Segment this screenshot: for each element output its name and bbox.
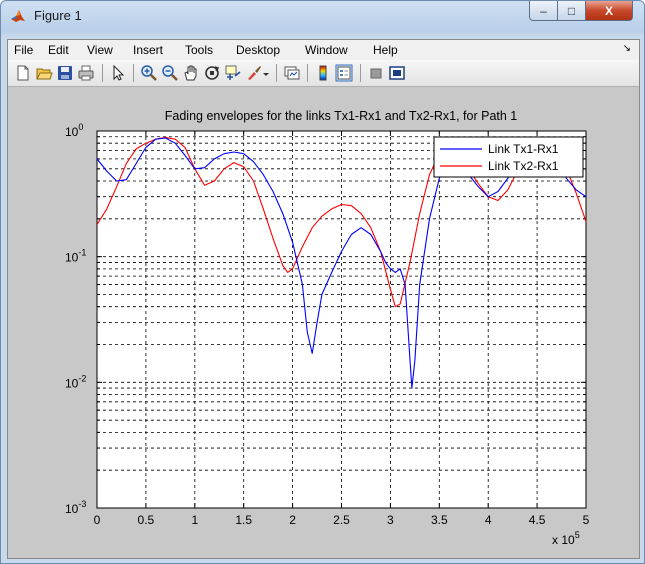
menu-desktop[interactable]: Desktop xyxy=(236,43,281,57)
chart-svg[interactable]: Fading envelopes for the links Tx1-Rx1 a… xyxy=(8,87,639,558)
pan-hand-icon[interactable] xyxy=(182,64,200,82)
toolbar-separator xyxy=(307,64,308,82)
colorbar-icon[interactable] xyxy=(314,64,332,82)
y-tick-label: 10-2 xyxy=(65,373,86,390)
menu-bar: File Edit View Insert Tools Desktop Wind… xyxy=(8,40,639,60)
open-file-icon[interactable] xyxy=(35,64,53,82)
x-tick-label: 4.5 xyxy=(529,513,546,527)
minimize-button[interactable]: – xyxy=(529,1,558,21)
axis-ticks xyxy=(96,131,587,509)
x-tick-label: 3 xyxy=(387,513,394,527)
close-icon: X xyxy=(604,3,613,18)
data-cursor-icon[interactable] xyxy=(224,64,242,82)
menu-file[interactable]: File xyxy=(14,43,34,57)
print-icon[interactable] xyxy=(77,64,95,82)
menu-help[interactable]: Help xyxy=(373,43,398,57)
show-plot-tools-icon[interactable] xyxy=(388,64,406,82)
hide-plot-tools-icon[interactable] xyxy=(367,64,385,82)
x-tick-label: 1 xyxy=(191,513,198,527)
x-axis-multiplier: x 105 xyxy=(552,530,580,547)
title-bar[interactable]: Figure 1 – □ X xyxy=(1,1,644,31)
menu-tools[interactable]: Tools xyxy=(185,43,214,57)
x-tick-label: 0 xyxy=(94,513,101,527)
zoom-in-icon[interactable] xyxy=(140,64,158,82)
menu-edit[interactable]: Edit xyxy=(48,43,69,57)
figure-client-area: File Edit View Insert Tools Desktop Wind… xyxy=(7,39,640,559)
toolbar-separator xyxy=(360,64,361,82)
window-title: Figure 1 xyxy=(34,8,82,23)
x-tick-label: 1.5 xyxy=(235,513,252,527)
figure-toolbar xyxy=(8,60,639,87)
plot-series xyxy=(96,136,587,389)
x-tick-label: 4 xyxy=(485,513,492,527)
menu-window[interactable]: Window xyxy=(305,43,348,57)
legend-label: Link Tx1-Rx1 xyxy=(488,142,559,156)
x-tick-labels: 0 0.5 1 1.5 2 2.5 3 3.5 4 4.5 5 xyxy=(94,513,590,527)
figure-canvas: Fading envelopes for the links Tx1-Rx1 a… xyxy=(8,87,639,558)
menu-view[interactable]: View xyxy=(87,43,113,57)
link-plot-icon[interactable] xyxy=(283,64,301,82)
legend-box xyxy=(433,136,584,178)
x-tick-label: 0.5 xyxy=(138,513,155,527)
x-multiplier-exponent: 5 xyxy=(575,530,580,540)
x-tick-label: 2.5 xyxy=(333,513,350,527)
legend-icon[interactable] xyxy=(335,64,353,82)
brush-icon[interactable] xyxy=(245,64,263,82)
legend[interactable]: Link Tx1-Rx1 Link Tx2-Rx1 xyxy=(433,136,584,178)
brush-dropdown-icon[interactable] xyxy=(262,64,270,82)
y-tick-labels: 10-3 10-2 10-1 100 xyxy=(65,122,86,516)
menu-insert[interactable]: Insert xyxy=(133,43,164,57)
grid-lines xyxy=(97,131,586,508)
zoom-out-icon[interactable] xyxy=(161,64,179,82)
new-figure-icon[interactable] xyxy=(14,64,32,82)
matlab-logo-icon xyxy=(11,10,25,22)
x-tick-label: 3.5 xyxy=(431,513,448,527)
series-line-link-tx2-rx1 xyxy=(96,136,587,308)
save-icon[interactable] xyxy=(56,64,74,82)
toolbar-separator xyxy=(276,64,277,82)
y-tick-label: 10-3 xyxy=(65,499,86,516)
y-tick-label: 100 xyxy=(65,122,83,139)
x-multiplier-base: x 10 xyxy=(552,533,575,547)
toolbar-separator xyxy=(102,64,103,82)
maximize-button[interactable]: □ xyxy=(557,1,586,21)
select-arrow-icon[interactable] xyxy=(109,64,127,82)
maximize-icon: □ xyxy=(567,3,576,18)
x-tick-label: 2 xyxy=(289,513,296,527)
minimize-icon: – xyxy=(540,3,547,18)
toolbar-separator xyxy=(133,64,134,82)
close-button[interactable]: X xyxy=(585,1,633,21)
menu-overflow-icon[interactable]: ↘ xyxy=(622,43,631,54)
legend-label: Link Tx2-Rx1 xyxy=(488,159,559,173)
rotate-3d-icon[interactable] xyxy=(203,64,221,82)
y-tick-label: 10-1 xyxy=(65,248,86,265)
series-line-link-tx1-rx1 xyxy=(96,137,587,389)
x-tick-label: 5 xyxy=(583,513,590,527)
chart-title: Fading envelopes for the links Tx1-Rx1 a… xyxy=(165,109,518,123)
